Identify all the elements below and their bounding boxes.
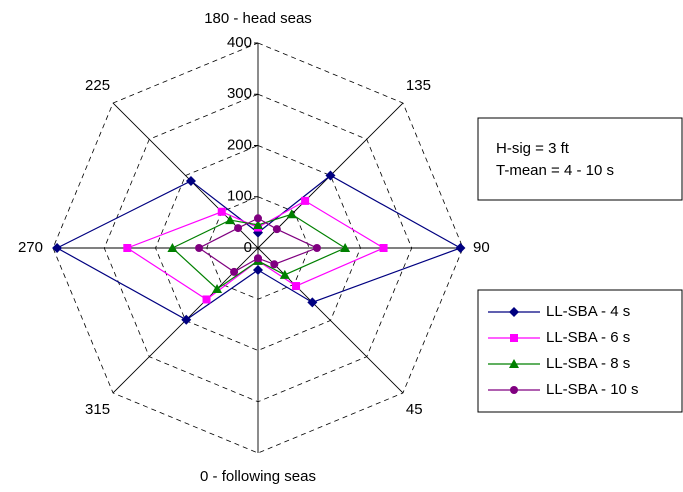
data-point [195, 244, 204, 252]
data-point [123, 244, 132, 252]
data-point [202, 295, 211, 304]
legend-label: LL-SBA - 6 s [546, 329, 630, 346]
legend-marker [509, 307, 519, 317]
data-point [340, 243, 351, 252]
legend-label: LL-SBA - 10 s [546, 381, 639, 398]
axis-spoke [257, 247, 404, 394]
data-point [379, 244, 388, 252]
legend-label: LL-SBA - 8 s [546, 355, 630, 372]
data-point [312, 244, 321, 252]
annotation: T-mean = 4 - 10 s [496, 162, 614, 179]
data-point [185, 175, 196, 186]
y-tick-label: 0 [244, 239, 252, 256]
category-label: 315 [85, 401, 110, 418]
data-point [212, 283, 223, 293]
y-tick-label: 200 [227, 136, 252, 153]
legend-marker [509, 359, 519, 368]
data-point [230, 267, 239, 276]
data-point [234, 224, 243, 233]
legend-label: LL-SBA - 4 s [546, 303, 630, 320]
data-point [307, 297, 318, 308]
y-tick-label: 100 [227, 188, 252, 205]
category-label: 135 [406, 77, 431, 94]
grid-line [155, 145, 361, 351]
category-label: 0 - following seas [200, 468, 316, 485]
category-label: 180 - head seas [204, 10, 312, 27]
y-tick-label: 300 [227, 85, 252, 102]
data-point [455, 243, 466, 253]
data-point [225, 215, 236, 225]
data-point [181, 314, 192, 325]
legend-marker [510, 334, 518, 342]
data-point [167, 243, 178, 252]
category-label: 270 [18, 239, 43, 256]
data-point [270, 260, 279, 269]
grid-line [52, 42, 464, 454]
data-point [279, 269, 290, 279]
data-point [325, 170, 336, 181]
data-point [301, 196, 310, 205]
data-point [253, 219, 263, 229]
data-point [286, 209, 297, 219]
data-point [254, 254, 262, 263]
data-point [217, 207, 226, 216]
y-tick-label: 400 [227, 34, 252, 51]
data-point [272, 225, 281, 234]
category-label: 225 [85, 77, 110, 94]
data-point [254, 214, 262, 223]
annotation: H-sig = 3 ft [496, 140, 570, 157]
annotation-box [477, 117, 683, 201]
category-label: 45 [406, 401, 423, 418]
data-point [52, 243, 63, 253]
data-point [292, 282, 301, 291]
legend-marker [510, 386, 518, 394]
data-point [253, 265, 263, 276]
category-label: 90 [473, 239, 490, 256]
